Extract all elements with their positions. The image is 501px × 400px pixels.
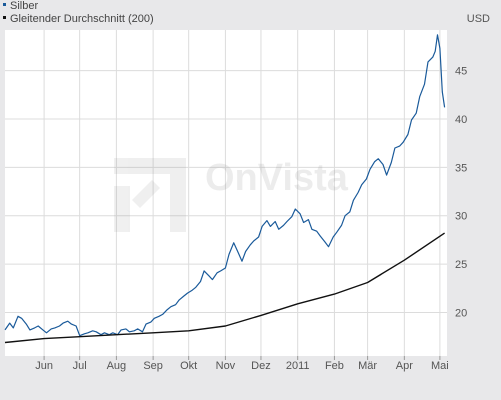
x-tick-label-4: Okt — [180, 360, 197, 372]
x-tick-label-0: Jun — [35, 360, 53, 372]
x-tick-label-6: Dez — [251, 360, 271, 372]
watermark-text: OnVista — [205, 157, 349, 199]
legend-label-average: Gleitender Durchschnitt (200) — [10, 13, 154, 25]
x-tick-label-9: Mär — [358, 360, 377, 372]
x-tick-label-3: Sep — [143, 360, 163, 372]
y-tick-label-45: 45 — [455, 66, 467, 78]
y-axis-ticks: 20 25 30 35 40 45 — [455, 66, 467, 320]
legend-marker-silber — [3, 3, 6, 6]
x-axis-ticks: Jun Jul Aug Sep Okt Nov Dez 2011 Feb Mär Apr Mai — [35, 356, 449, 372]
x-tick-label-11: Mai — [431, 360, 449, 372]
currency-label: USD — [467, 13, 490, 25]
series-line-0 — [4, 34, 446, 337]
x-tick-label-5: Nov — [216, 360, 236, 372]
y-tick-label-30: 30 — [455, 211, 467, 223]
x-tick-label-1: Jul — [73, 360, 87, 372]
legend: Silber Gleitender Durchschnitt (200) — [3, 0, 154, 25]
plot-area — [5, 30, 447, 356]
x-tick-label-7: 2011 — [286, 360, 310, 372]
series-line-1 — [4, 232, 445, 344]
legend-label-silber: Silber — [10, 0, 38, 12]
x-tick-label-2: Aug — [107, 360, 127, 372]
watermark-logo-icon — [114, 158, 186, 232]
y-tick-label-35: 35 — [455, 162, 467, 174]
legend-marker-average — [3, 16, 6, 19]
y-tick-label-40: 40 — [455, 114, 467, 126]
x-tick-label-8: Feb — [325, 360, 344, 372]
series-layer — [4, 34, 446, 344]
watermark: OnVista — [114, 157, 349, 232]
y-tick-label-20: 20 — [455, 307, 467, 319]
x-tick-label-10: Apr — [396, 360, 413, 372]
y-tick-label-25: 25 — [455, 259, 467, 271]
